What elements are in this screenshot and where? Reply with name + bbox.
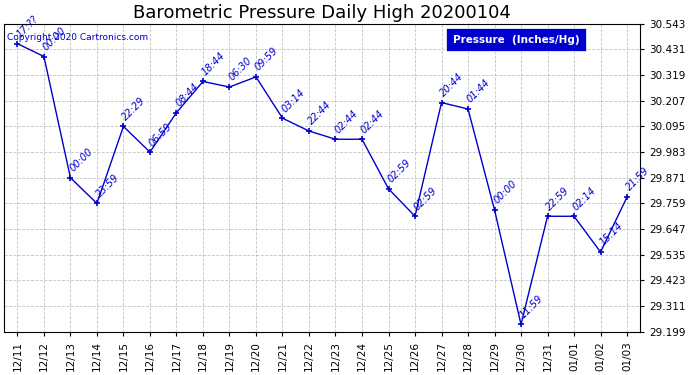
- Text: 02:14: 02:14: [571, 185, 598, 212]
- Text: 21:59: 21:59: [624, 166, 651, 193]
- Text: 02:59: 02:59: [412, 185, 439, 212]
- Text: 17:??: 17:??: [14, 14, 40, 39]
- Text: 15:14: 15:14: [598, 221, 624, 248]
- Text: 11:59: 11:59: [518, 293, 545, 320]
- Text: 08:44: 08:44: [174, 81, 201, 108]
- Text: Pressure  (Inches/Hg): Pressure (Inches/Hg): [453, 35, 580, 45]
- FancyBboxPatch shape: [446, 28, 586, 51]
- Text: 06:59: 06:59: [147, 121, 174, 148]
- Text: 18:44: 18:44: [200, 50, 227, 77]
- Text: 02:44: 02:44: [359, 108, 386, 135]
- Text: 02:44: 02:44: [333, 108, 359, 135]
- Text: 09:59: 09:59: [253, 46, 280, 73]
- Text: 06:30: 06:30: [226, 56, 254, 83]
- Text: Copyright 2020 Cartronics.com: Copyright 2020 Cartronics.com: [8, 33, 148, 42]
- Text: 20:44: 20:44: [439, 71, 466, 98]
- Text: 00:00: 00:00: [41, 25, 68, 52]
- Text: 00:00: 00:00: [68, 147, 95, 174]
- Text: 03:14: 03:14: [279, 87, 306, 114]
- Text: 23:59: 23:59: [94, 172, 121, 199]
- Text: 00:00: 00:00: [491, 178, 519, 206]
- Title: Barometric Pressure Daily High 20200104: Barometric Pressure Daily High 20200104: [133, 4, 511, 22]
- Text: 22:29: 22:29: [121, 95, 148, 122]
- Text: 02:59: 02:59: [386, 158, 413, 184]
- Text: 22:44: 22:44: [306, 100, 333, 127]
- Text: 22:59: 22:59: [544, 185, 572, 212]
- Text: 01:44: 01:44: [465, 78, 492, 105]
